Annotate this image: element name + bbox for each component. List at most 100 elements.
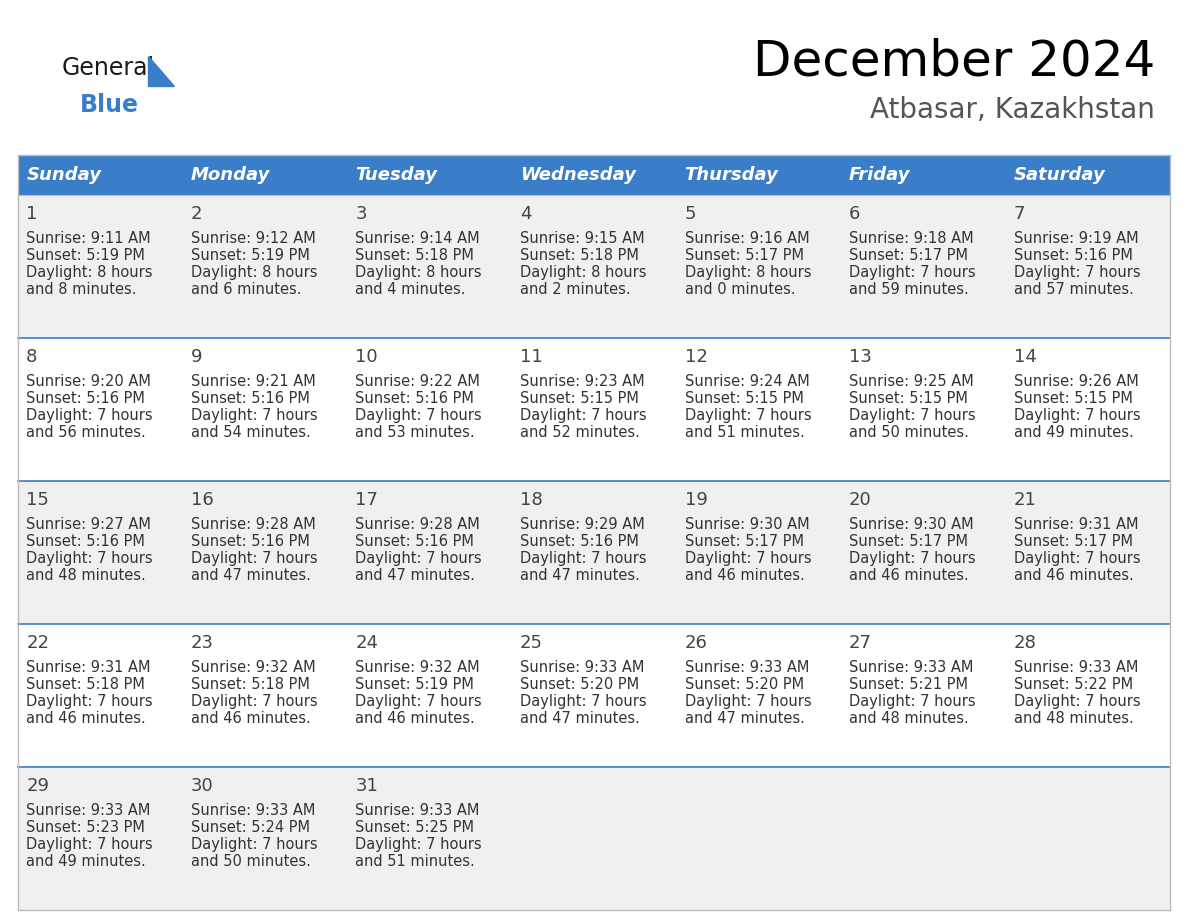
Text: Tuesday: Tuesday (355, 166, 437, 184)
Bar (183, 481, 347, 624)
Text: Sunrise: 9:30 AM: Sunrise: 9:30 AM (849, 517, 974, 532)
Text: Sunset: 5:20 PM: Sunset: 5:20 PM (520, 677, 639, 692)
Bar (512, 155, 676, 195)
Text: Sunset: 5:23 PM: Sunset: 5:23 PM (26, 820, 145, 835)
Text: Daylight: 7 hours: Daylight: 7 hours (191, 837, 317, 852)
Text: Sunset: 5:15 PM: Sunset: 5:15 PM (520, 391, 639, 406)
Text: Sunrise: 9:21 AM: Sunrise: 9:21 AM (191, 374, 316, 389)
Text: and 46 minutes.: and 46 minutes. (849, 568, 969, 583)
Text: Sunrise: 9:28 AM: Sunrise: 9:28 AM (355, 517, 480, 532)
Text: and 52 minutes.: and 52 minutes. (520, 425, 640, 440)
Text: Daylight: 7 hours: Daylight: 7 hours (1013, 408, 1140, 423)
Text: Sunset: 5:15 PM: Sunset: 5:15 PM (1013, 391, 1132, 406)
Text: Sunset: 5:17 PM: Sunset: 5:17 PM (1013, 534, 1132, 549)
Text: Daylight: 7 hours: Daylight: 7 hours (26, 837, 153, 852)
Text: Sunrise: 9:24 AM: Sunrise: 9:24 AM (684, 374, 809, 389)
Text: Sunrise: 9:25 AM: Sunrise: 9:25 AM (849, 374, 974, 389)
Text: Daylight: 8 hours: Daylight: 8 hours (520, 265, 646, 280)
Bar (18, 481, 183, 624)
Text: and 8 minutes.: and 8 minutes. (26, 282, 137, 297)
Text: and 47 minutes.: and 47 minutes. (684, 711, 804, 726)
Text: Sunset: 5:16 PM: Sunset: 5:16 PM (191, 534, 310, 549)
Text: Sunrise: 9:16 AM: Sunrise: 9:16 AM (684, 231, 809, 246)
Text: Sunset: 5:17 PM: Sunset: 5:17 PM (849, 534, 968, 549)
Text: Sunset: 5:16 PM: Sunset: 5:16 PM (355, 391, 474, 406)
Text: and 46 minutes.: and 46 minutes. (26, 711, 146, 726)
Text: Sunrise: 9:33 AM: Sunrise: 9:33 AM (684, 660, 809, 675)
Text: Sunset: 5:16 PM: Sunset: 5:16 PM (1013, 248, 1132, 263)
Text: Sunset: 5:16 PM: Sunset: 5:16 PM (520, 534, 639, 549)
Text: and 51 minutes.: and 51 minutes. (355, 854, 475, 869)
Bar (676, 481, 841, 624)
Text: Daylight: 7 hours: Daylight: 7 hours (520, 408, 646, 423)
Text: Sunset: 5:16 PM: Sunset: 5:16 PM (355, 534, 474, 549)
Text: Daylight: 7 hours: Daylight: 7 hours (26, 408, 153, 423)
Text: Sunset: 5:16 PM: Sunset: 5:16 PM (26, 391, 145, 406)
Text: and 50 minutes.: and 50 minutes. (191, 854, 311, 869)
Bar (512, 624, 676, 767)
Text: 15: 15 (26, 491, 49, 509)
Text: 22: 22 (26, 634, 49, 652)
Bar (676, 767, 841, 910)
Text: Sunrise: 9:33 AM: Sunrise: 9:33 AM (520, 660, 644, 675)
Text: Sunset: 5:17 PM: Sunset: 5:17 PM (684, 248, 803, 263)
Bar (18, 624, 183, 767)
Bar (1005, 338, 1170, 481)
Text: Sunset: 5:21 PM: Sunset: 5:21 PM (849, 677, 968, 692)
Bar (841, 155, 1005, 195)
Bar (183, 767, 347, 910)
Text: and 47 minutes.: and 47 minutes. (191, 568, 311, 583)
Bar (512, 195, 676, 338)
Text: Sunset: 5:19 PM: Sunset: 5:19 PM (191, 248, 310, 263)
Text: Sunrise: 9:18 AM: Sunrise: 9:18 AM (849, 231, 974, 246)
Text: Sunrise: 9:12 AM: Sunrise: 9:12 AM (191, 231, 316, 246)
Text: 25: 25 (520, 634, 543, 652)
Text: and 50 minutes.: and 50 minutes. (849, 425, 969, 440)
Bar (18, 195, 183, 338)
Text: Daylight: 8 hours: Daylight: 8 hours (684, 265, 811, 280)
Text: 1: 1 (26, 205, 38, 223)
Bar (676, 195, 841, 338)
Text: and 48 minutes.: and 48 minutes. (26, 568, 146, 583)
Bar (347, 624, 512, 767)
Text: Daylight: 7 hours: Daylight: 7 hours (849, 694, 975, 709)
Text: and 59 minutes.: and 59 minutes. (849, 282, 969, 297)
Text: 31: 31 (355, 777, 378, 795)
Text: Sunset: 5:19 PM: Sunset: 5:19 PM (26, 248, 145, 263)
Text: Sunday: Sunday (26, 166, 101, 184)
Text: Daylight: 7 hours: Daylight: 7 hours (1013, 551, 1140, 566)
Text: and 49 minutes.: and 49 minutes. (1013, 425, 1133, 440)
Text: and 54 minutes.: and 54 minutes. (191, 425, 310, 440)
Text: Sunset: 5:16 PM: Sunset: 5:16 PM (191, 391, 310, 406)
Text: and 46 minutes.: and 46 minutes. (684, 568, 804, 583)
Text: Sunset: 5:18 PM: Sunset: 5:18 PM (355, 248, 474, 263)
Text: Sunset: 5:19 PM: Sunset: 5:19 PM (355, 677, 474, 692)
Text: Sunset: 5:15 PM: Sunset: 5:15 PM (849, 391, 968, 406)
Text: Sunrise: 9:27 AM: Sunrise: 9:27 AM (26, 517, 151, 532)
Text: Sunrise: 9:33 AM: Sunrise: 9:33 AM (1013, 660, 1138, 675)
Text: Sunset: 5:16 PM: Sunset: 5:16 PM (26, 534, 145, 549)
Bar (512, 338, 676, 481)
Polygon shape (148, 56, 173, 86)
Text: Sunrise: 9:31 AM: Sunrise: 9:31 AM (1013, 517, 1138, 532)
Text: Daylight: 7 hours: Daylight: 7 hours (520, 694, 646, 709)
Text: 27: 27 (849, 634, 872, 652)
Text: Friday: Friday (849, 166, 910, 184)
Text: Daylight: 7 hours: Daylight: 7 hours (26, 694, 153, 709)
Text: Sunrise: 9:29 AM: Sunrise: 9:29 AM (520, 517, 645, 532)
Text: 16: 16 (191, 491, 214, 509)
Text: Daylight: 7 hours: Daylight: 7 hours (191, 551, 317, 566)
Bar (18, 155, 183, 195)
Bar (1005, 767, 1170, 910)
Text: 5: 5 (684, 205, 696, 223)
Text: 17: 17 (355, 491, 378, 509)
Text: and 56 minutes.: and 56 minutes. (26, 425, 146, 440)
Text: 7: 7 (1013, 205, 1025, 223)
Text: December 2024: December 2024 (753, 38, 1155, 86)
Text: Daylight: 7 hours: Daylight: 7 hours (355, 837, 482, 852)
Text: Sunrise: 9:33 AM: Sunrise: 9:33 AM (191, 803, 315, 818)
Text: Atbasar, Kazakhstan: Atbasar, Kazakhstan (870, 96, 1155, 124)
Text: Sunrise: 9:32 AM: Sunrise: 9:32 AM (355, 660, 480, 675)
Bar (183, 155, 347, 195)
Bar (676, 624, 841, 767)
